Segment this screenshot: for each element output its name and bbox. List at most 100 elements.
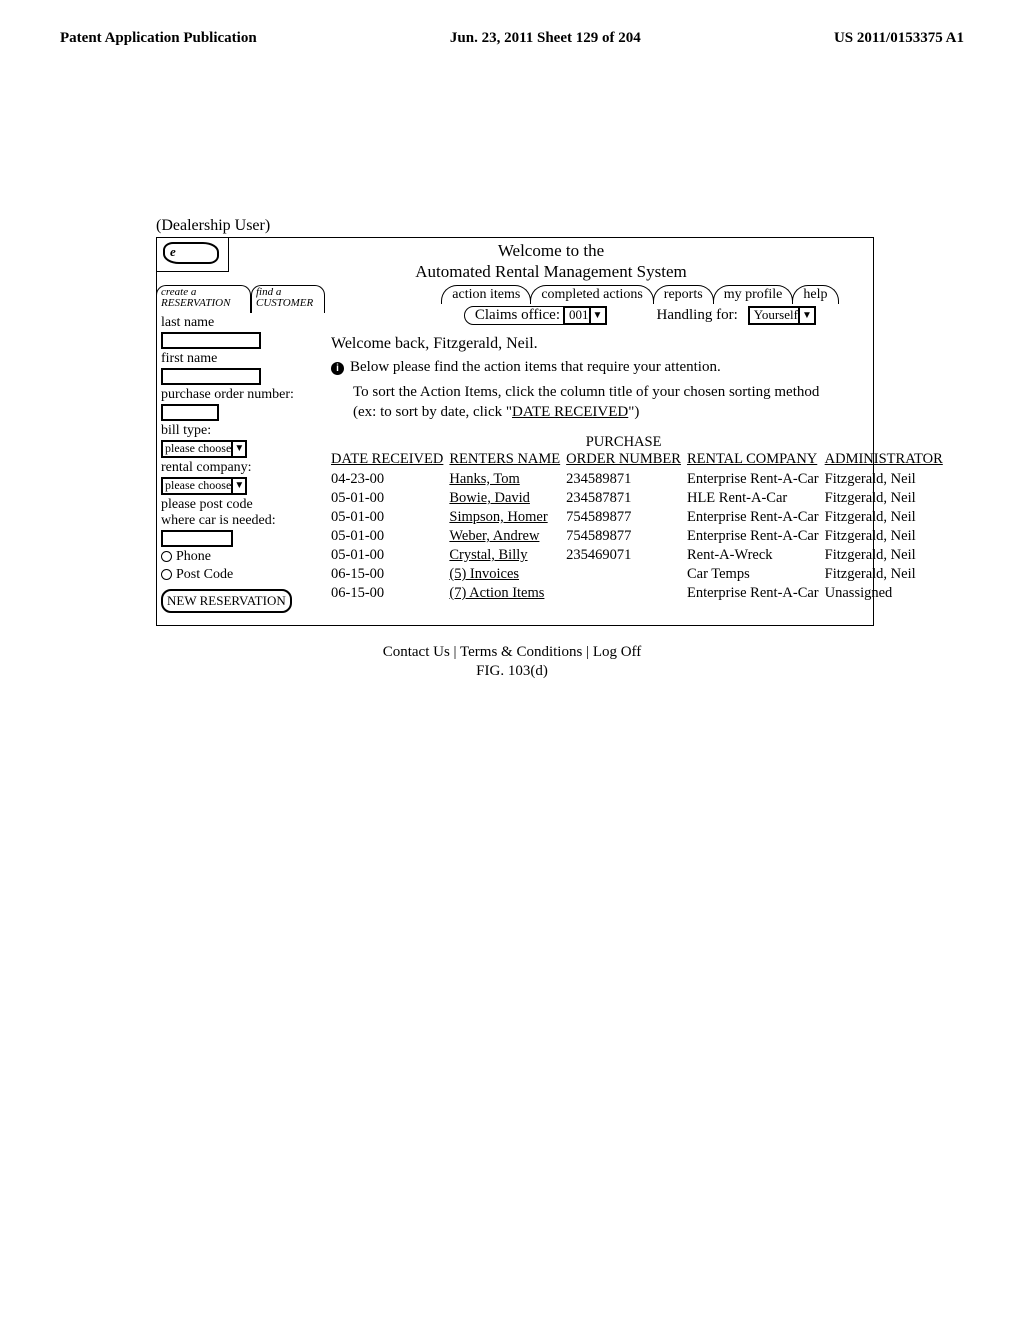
handling-for-select[interactable]: Yourself ▼: [748, 306, 816, 325]
cell-po: 754589877: [566, 527, 687, 546]
header-center: Jun. 23, 2011 Sheet 129 of 204: [450, 30, 641, 47]
chevron-down-icon: ▼: [589, 308, 605, 323]
cell-admin: Fitzgerald, Neil: [825, 527, 949, 546]
cell-po: [566, 584, 687, 603]
logo-icon: e: [163, 242, 219, 264]
tab-completed-actions[interactable]: completed actions: [530, 285, 653, 304]
last-name-label: last name: [161, 315, 321, 331]
tab-create-reservation[interactable]: create a RESERVATION: [156, 285, 251, 313]
tab-reports[interactable]: reports: [653, 285, 714, 304]
first-name-label: first name: [161, 351, 321, 367]
tab-my-profile[interactable]: my profile: [713, 285, 794, 304]
welcome-back-text: Welcome back, Fitzgerald, Neil.: [331, 335, 949, 353]
rental-company-value: please choose: [165, 478, 231, 493]
handling-for-label: Handling for:: [657, 307, 738, 324]
bill-type-value: please choose: [165, 441, 231, 456]
sort-hint-pre: (ex: to sort by date, click ": [353, 404, 512, 420]
cell-renter: (7) Action Items: [449, 584, 566, 603]
logo-cell: e: [157, 238, 229, 272]
claims-office-value: 001: [569, 307, 589, 323]
cell-po: 234589871: [566, 470, 687, 489]
cell-admin: Fitzgerald, Neil: [825, 546, 949, 565]
footer-links[interactable]: Contact Us | Terms & Conditions | Log Of…: [0, 644, 1024, 661]
col-po-number[interactable]: PURCHASE ORDER NUMBER: [566, 434, 687, 470]
cell-admin: Fitzgerald, Neil: [825, 565, 949, 584]
col-rental-company[interactable]: RENTAL COMPANY: [687, 434, 825, 470]
post-code-input[interactable]: [161, 530, 233, 547]
chevron-down-icon: ▼: [231, 479, 245, 493]
radio-phone-label: Phone: [176, 549, 211, 565]
table-row[interactable]: 04-23-00Hanks, Tom234589871Enterprise Re…: [331, 470, 949, 489]
cell-company: Enterprise Rent-A-Car: [687, 527, 825, 546]
radio-post-label: Post Code: [176, 567, 233, 583]
app-window: e Welcome to the Automated Rental Manage…: [156, 237, 874, 626]
tab-find-customer[interactable]: find a CUSTOMER: [251, 285, 325, 313]
cell-po: [566, 565, 687, 584]
table-row[interactable]: 05-01-00Weber, Andrew754589877Enterprise…: [331, 527, 949, 546]
cell-company: Car Temps: [687, 565, 825, 584]
col-date-received[interactable]: DATE RECEIVED: [331, 434, 449, 470]
welcome-line1: Welcome to the: [229, 240, 873, 261]
claims-office-select[interactable]: 001 ▼: [563, 306, 607, 325]
cell-date: 05-01-00: [331, 546, 449, 565]
action-items-table: DATE RECEIVED RENTERS NAME PURCHASE ORDE…: [331, 434, 949, 603]
cell-date: 05-01-00: [331, 527, 449, 546]
header-left: Patent Application Publication: [60, 30, 257, 47]
rental-company-label: rental company:: [161, 460, 321, 476]
cell-renter: (5) Invoices: [449, 565, 566, 584]
cell-admin: Unassigned: [825, 584, 949, 603]
table-row[interactable]: 05-01-00Crystal, Billy235469071Rent-A-Wr…: [331, 546, 949, 565]
tab-help[interactable]: help: [792, 285, 838, 304]
radio-icon: [161, 569, 172, 580]
sort-hint-link[interactable]: DATE RECEIVED: [512, 404, 628, 420]
po-number-label: purchase order number:: [161, 387, 321, 403]
col-administrator[interactable]: ADMINISTRATOR: [825, 434, 949, 470]
info-icon: i: [331, 362, 344, 375]
table-row[interactable]: 06-15-00(5) Invoices Car TempsFitzgerald,…: [331, 565, 949, 584]
bill-type-label: bill type:: [161, 423, 321, 439]
cell-date: 05-01-00: [331, 489, 449, 508]
tab-find-line1: find a: [256, 287, 320, 298]
cell-po: 234587871: [566, 489, 687, 508]
new-reservation-button[interactable]: NEW RESERVATION: [161, 589, 292, 613]
chevron-down-icon: ▼: [798, 308, 814, 323]
post-code-label-1: please post code: [161, 497, 321, 513]
chevron-down-icon: ▼: [231, 442, 245, 456]
welcome-line2: Automated Rental Management System: [229, 261, 873, 282]
main-panel: action items completed actions reports m…: [325, 285, 957, 608]
bill-type-select[interactable]: please choose ▼: [161, 440, 247, 458]
tab-create-line2: RESERVATION: [161, 298, 246, 309]
radio-post-code[interactable]: Post Code: [157, 565, 325, 583]
last-name-input[interactable]: [161, 332, 261, 349]
cell-renter: Hanks, Tom: [449, 470, 566, 489]
table-row[interactable]: 05-01-00Bowie, David234587871HLE Rent-A-…: [331, 489, 949, 508]
first-name-input[interactable]: [161, 368, 261, 385]
tab-create-line1: create a: [161, 287, 246, 298]
claims-office-label: Claims office:: [464, 306, 565, 325]
cell-po: 235469071: [566, 546, 687, 565]
tab-action-items[interactable]: action items: [441, 285, 531, 304]
col-renters-name[interactable]: RENTERS NAME: [449, 434, 566, 470]
table-row[interactable]: 06-15-00(7) Action ItemsEnterprise Rent-…: [331, 584, 949, 603]
cell-company: HLE Rent-A-Car: [687, 489, 825, 508]
cell-renter: Simpson, Homer: [449, 508, 566, 527]
radio-phone[interactable]: Phone: [157, 547, 325, 565]
rental-company-select[interactable]: please choose ▼: [161, 477, 247, 495]
cell-date: 06-15-00: [331, 565, 449, 584]
cell-company: Enterprise Rent-A-Car: [687, 508, 825, 527]
page-header: Patent Application Publication Jun. 23, …: [0, 0, 1024, 57]
table-row[interactable]: 05-01-00Simpson, Homer754589877Enterpris…: [331, 508, 949, 527]
po-number-input[interactable]: [161, 404, 219, 421]
cell-date: 05-01-00: [331, 508, 449, 527]
welcome-block: Welcome to the Automated Rental Manageme…: [229, 238, 873, 285]
col-po-line1: PURCHASE: [566, 434, 681, 451]
cell-admin: Fitzgerald, Neil: [825, 489, 949, 508]
cell-po: 754589877: [566, 508, 687, 527]
attention-text: Below please find the action items that …: [350, 359, 721, 376]
sort-hint-post: "): [628, 404, 639, 420]
figure-label: FIG. 103(d): [0, 663, 1024, 680]
header-right: US 2011/0153375 A1: [834, 30, 964, 47]
tab-find-line2: CUSTOMER: [256, 298, 320, 309]
cell-renter: Weber, Andrew: [449, 527, 566, 546]
top-tabs: action items completed actions reports m…: [331, 285, 949, 304]
